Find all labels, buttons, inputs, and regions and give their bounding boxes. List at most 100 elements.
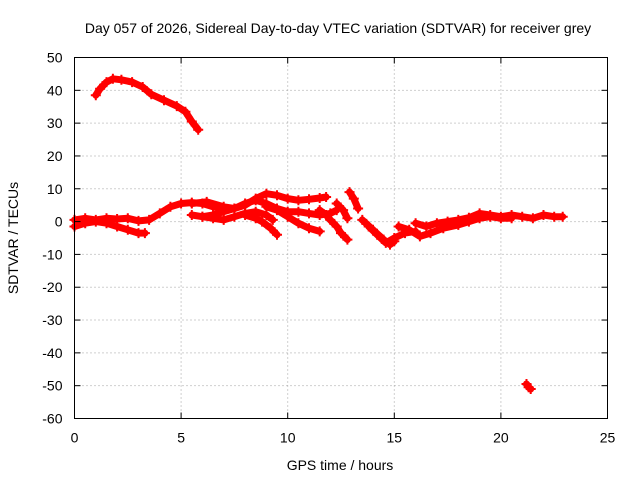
data-point-marker [304,208,314,219]
series-mid-f [314,205,353,245]
data-point-marker [410,218,421,229]
data-point-marker [127,77,138,88]
data-point-marker [171,101,182,112]
data-point-marker [95,83,106,94]
data-point-marker [527,213,538,224]
data-point-marker [485,210,496,220]
y-tick-label: -30 [42,312,62,328]
y-tick-label: 40 [47,82,63,98]
y-tick-label: -20 [42,279,62,295]
data-point-marker [325,214,336,225]
data-point-marker [116,74,127,85]
data-point-marker [240,198,251,209]
data-point-marker [240,210,251,220]
data-point-marker [293,218,304,229]
y-tick-label: 30 [47,115,63,131]
x-tick-label: 5 [177,430,185,446]
data-point-marker [463,212,474,223]
data-point-marker [442,216,453,227]
grid-lines [74,57,608,419]
data-point-marker [186,198,197,209]
data-point-marker [353,203,364,214]
y-tick-label: 10 [47,181,63,197]
x-tick-label: 15 [387,430,403,446]
y-tick-label: -10 [42,246,62,262]
data-point-marker [137,82,148,92]
data-point-marker [389,233,400,243]
data-point-marker [282,193,293,204]
data-point-marker [80,218,91,229]
data-point-marker [197,211,208,222]
data-point-marker [421,221,432,232]
data-point-marker [525,384,536,394]
data-point-marker [90,216,101,227]
data-point-marker [176,198,187,209]
data-point-marker [261,188,272,199]
data-point-marker [495,211,506,222]
data-point-marker [453,214,464,225]
x-tick-label: 20 [493,430,509,446]
data-point-marker [321,192,332,202]
data-point-marker [344,187,355,198]
data-point-marker [380,237,391,248]
y-tick-label: 50 [47,50,63,66]
data-point-marker [159,95,169,106]
data-point-marker [154,208,165,219]
data-point-marker [122,224,133,235]
data-point-marker [133,215,144,226]
y-tick-label: 0 [55,214,63,230]
data-point-marker [193,124,204,135]
data-point-marker [331,221,342,232]
x-tick-label: 10 [280,430,296,446]
data-series [69,73,568,394]
data-point-marker [336,228,346,239]
data-point-marker [250,195,261,206]
data-point-marker [404,224,415,235]
data-point-marker [265,223,276,234]
series-arc-high [90,73,204,135]
data-point-marker [414,231,425,242]
y-axis-label: SDTVAR / TECUs [5,182,21,294]
y-tick-label: -60 [42,411,62,427]
data-point-marker [208,213,219,224]
data-point-marker [523,382,534,393]
data-point-marker [250,213,261,224]
data-point-marker [122,213,133,224]
axis-ticks [74,57,608,419]
data-point-marker [186,210,197,220]
y-tick-label: 20 [47,148,63,164]
data-point-marker [272,229,282,240]
data-point-marker [506,210,517,220]
series-mid-h [344,187,364,214]
series-tail [410,208,568,232]
data-point-marker [372,229,383,240]
data-point-marker [304,223,314,234]
data-point-marker [342,234,353,245]
data-point-marker [293,195,304,206]
y-tick-label: -50 [42,378,62,394]
data-point-marker [338,205,349,216]
series-mid-d [240,210,282,240]
data-point-marker [431,218,442,229]
data-point-marker [180,106,191,117]
data-point-marker [165,201,176,212]
data-point-marker [342,213,353,224]
series-mid-e [261,201,325,237]
data-point-marker [304,194,314,205]
data-point-marker [107,73,118,84]
chart-title: Day 057 of 2026, Sidereal Day-to-day VTE… [85,20,591,36]
tick-labels: 0 5 10 15 20 25 50 40 30 20 10 0 -10 -20 -30 -40 -50 -60 [42,50,615,446]
data-point-marker [357,214,368,225]
data-point-marker [282,211,293,222]
data-point-marker [139,228,150,239]
data-point-marker [101,77,112,88]
data-point-marker [348,193,359,204]
data-point-marker [293,206,304,217]
data-point-marker [144,214,155,225]
data-point-marker [112,221,123,232]
data-point-marker [557,211,568,222]
data-point-marker [272,205,282,216]
data-point-marker [90,90,101,101]
series-mid-g [331,198,353,224]
y-tick-label: -40 [42,345,62,361]
